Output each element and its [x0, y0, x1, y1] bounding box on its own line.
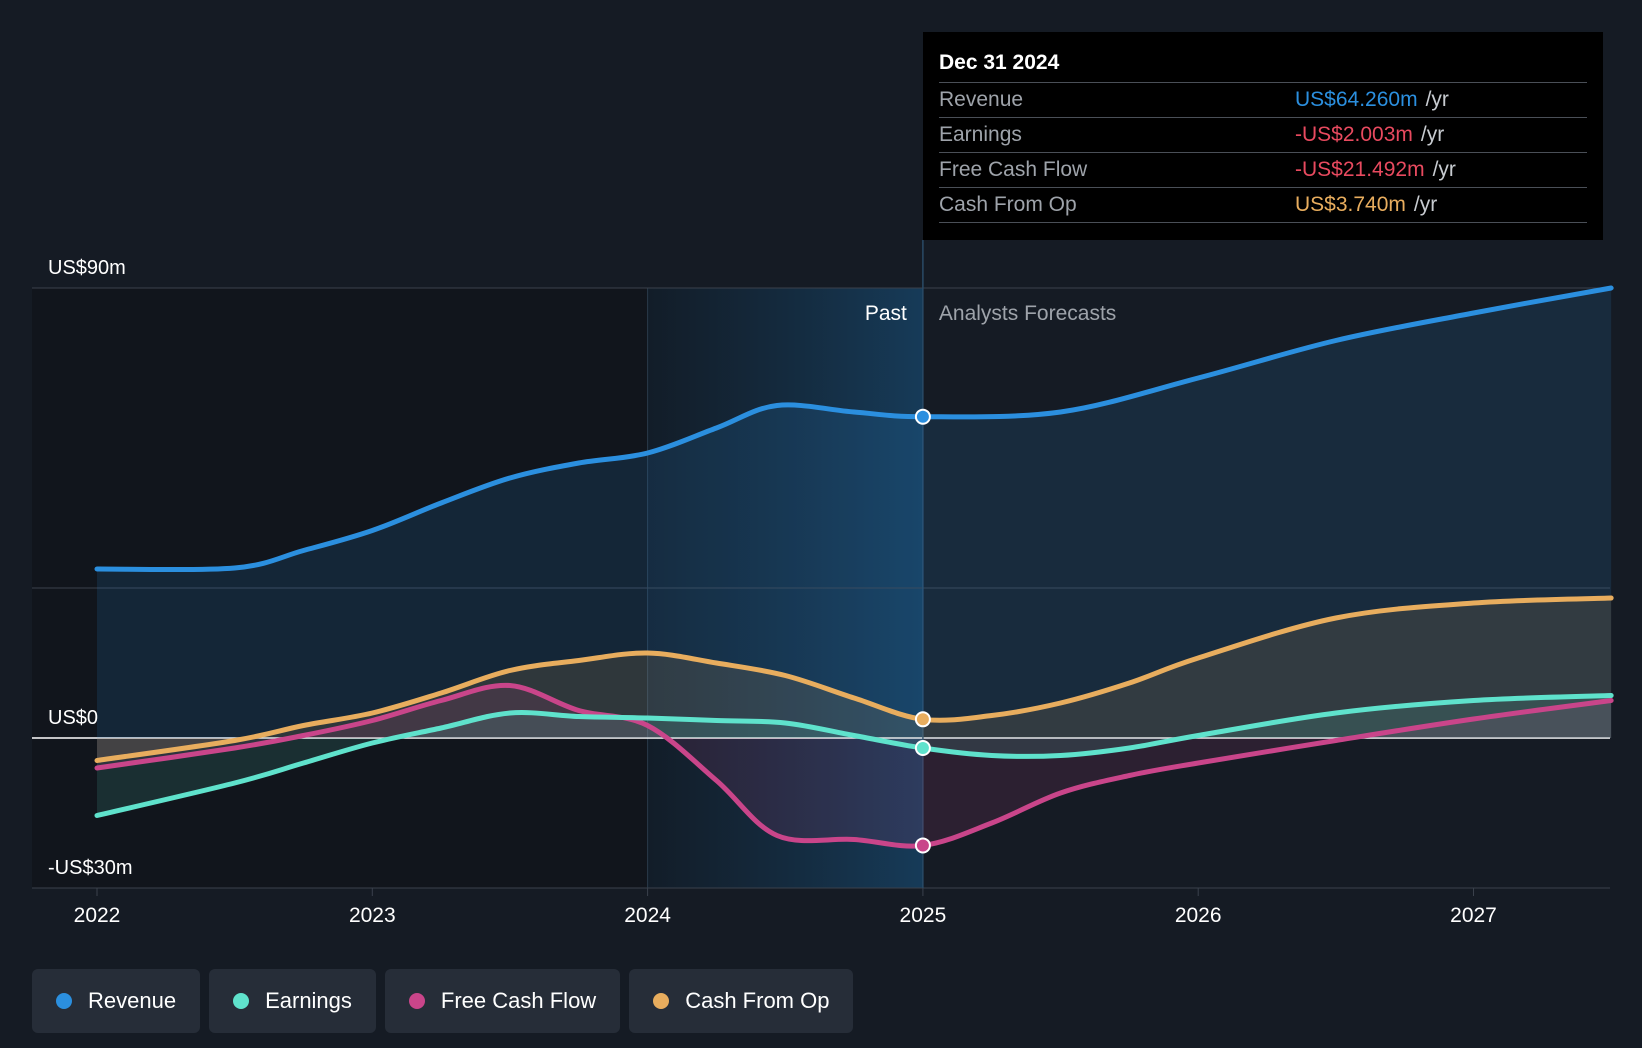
series-area-earnings	[97, 695, 1612, 816]
chart: US$90m US$0 -US$30m 2022 2023 2024 2025 2026 20…	[32, 240, 1614, 927]
legend-dot-icon	[408, 993, 425, 1009]
x-tick-label: 2026	[1175, 904, 1222, 927]
series-area-free-cash-flow	[97, 685, 1612, 847]
tooltip-unit: /yr	[1413, 193, 1438, 216]
tooltip-label: Revenue	[939, 88, 1024, 111]
y-tick-label: US$90m	[48, 257, 126, 279]
legend-dot-icon	[653, 993, 670, 1009]
x-tick-label: 2024	[624, 904, 671, 927]
y-tick-label: US$0	[48, 707, 98, 729]
marker-revenue	[914, 408, 931, 425]
marker-cash-from-op	[914, 711, 931, 728]
tooltip-row-revenue: Revenue US$64.260m /yr	[939, 83, 1587, 118]
tooltip: Dec 31 2024 Revenue US$64.260m /yr Earni…	[923, 32, 1603, 240]
legend-label: Free Cash Flow	[440, 988, 597, 1013]
legend: Revenue Earnings Free Cash Flow Cash Fro…	[32, 969, 854, 1033]
tooltip-label: Earnings	[939, 123, 1022, 146]
series-line-revenue	[94, 285, 1614, 573]
x-tick-label: 2027	[1450, 904, 1497, 927]
legend-dot-icon	[233, 993, 250, 1009]
marker-free-cash-flow	[914, 837, 931, 854]
tooltip-value: -US$2.003m	[1295, 123, 1413, 146]
series-line-free-cash-flow	[94, 682, 1614, 849]
legend-dot-icon	[56, 993, 72, 1009]
tooltip-row-earnings: Earnings -US$2.003m /yr	[939, 118, 1587, 153]
tooltip-unit: /yr	[1420, 123, 1445, 146]
y-tick-label: -US$30m	[48, 857, 132, 879]
x-tick-label: 2023	[349, 904, 396, 927]
legend-label: Earnings	[265, 988, 352, 1013]
tooltip-label: Free Cash Flow	[939, 158, 1088, 181]
tooltip-row-free-cash-flow: Free Cash Flow -US$21.492m /yr	[939, 153, 1587, 188]
tooltip-label: Cash From Op	[939, 193, 1077, 216]
tooltip-unit: /yr	[1425, 88, 1449, 111]
marker-earnings	[914, 740, 931, 757]
forecast-label: Analysts Forecasts	[939, 302, 1116, 325]
legend-item-earnings[interactable]: Earnings	[209, 969, 376, 1033]
tooltip-unit: /yr	[1432, 158, 1456, 181]
series-line-earnings	[94, 693, 1614, 818]
legend-label: Cash From Op	[685, 988, 830, 1013]
tooltip-value: US$3.740m	[1295, 193, 1406, 216]
x-tick-label: 2022	[74, 904, 121, 927]
past-label: Past	[865, 302, 907, 325]
tooltip-row-cash-from-op: Cash From Op US$3.740m /yr	[939, 188, 1587, 223]
legend-item-free-cash-flow[interactable]: Free Cash Flow	[384, 969, 621, 1033]
tooltip-value: -US$21.492m	[1295, 158, 1425, 181]
tooltip-date: Dec 31 2024	[939, 46, 1587, 83]
legend-item-revenue[interactable]: Revenue	[32, 969, 201, 1033]
legend-label: Revenue	[88, 988, 177, 1013]
series-line-cash-from-op	[94, 595, 1614, 763]
legend-item-cash-from-op[interactable]: Cash From Op	[629, 969, 854, 1033]
tooltip-value: US$64.260m	[1295, 88, 1418, 111]
series-area-revenue	[97, 288, 1612, 738]
x-tick-label: 2025	[900, 904, 947, 927]
